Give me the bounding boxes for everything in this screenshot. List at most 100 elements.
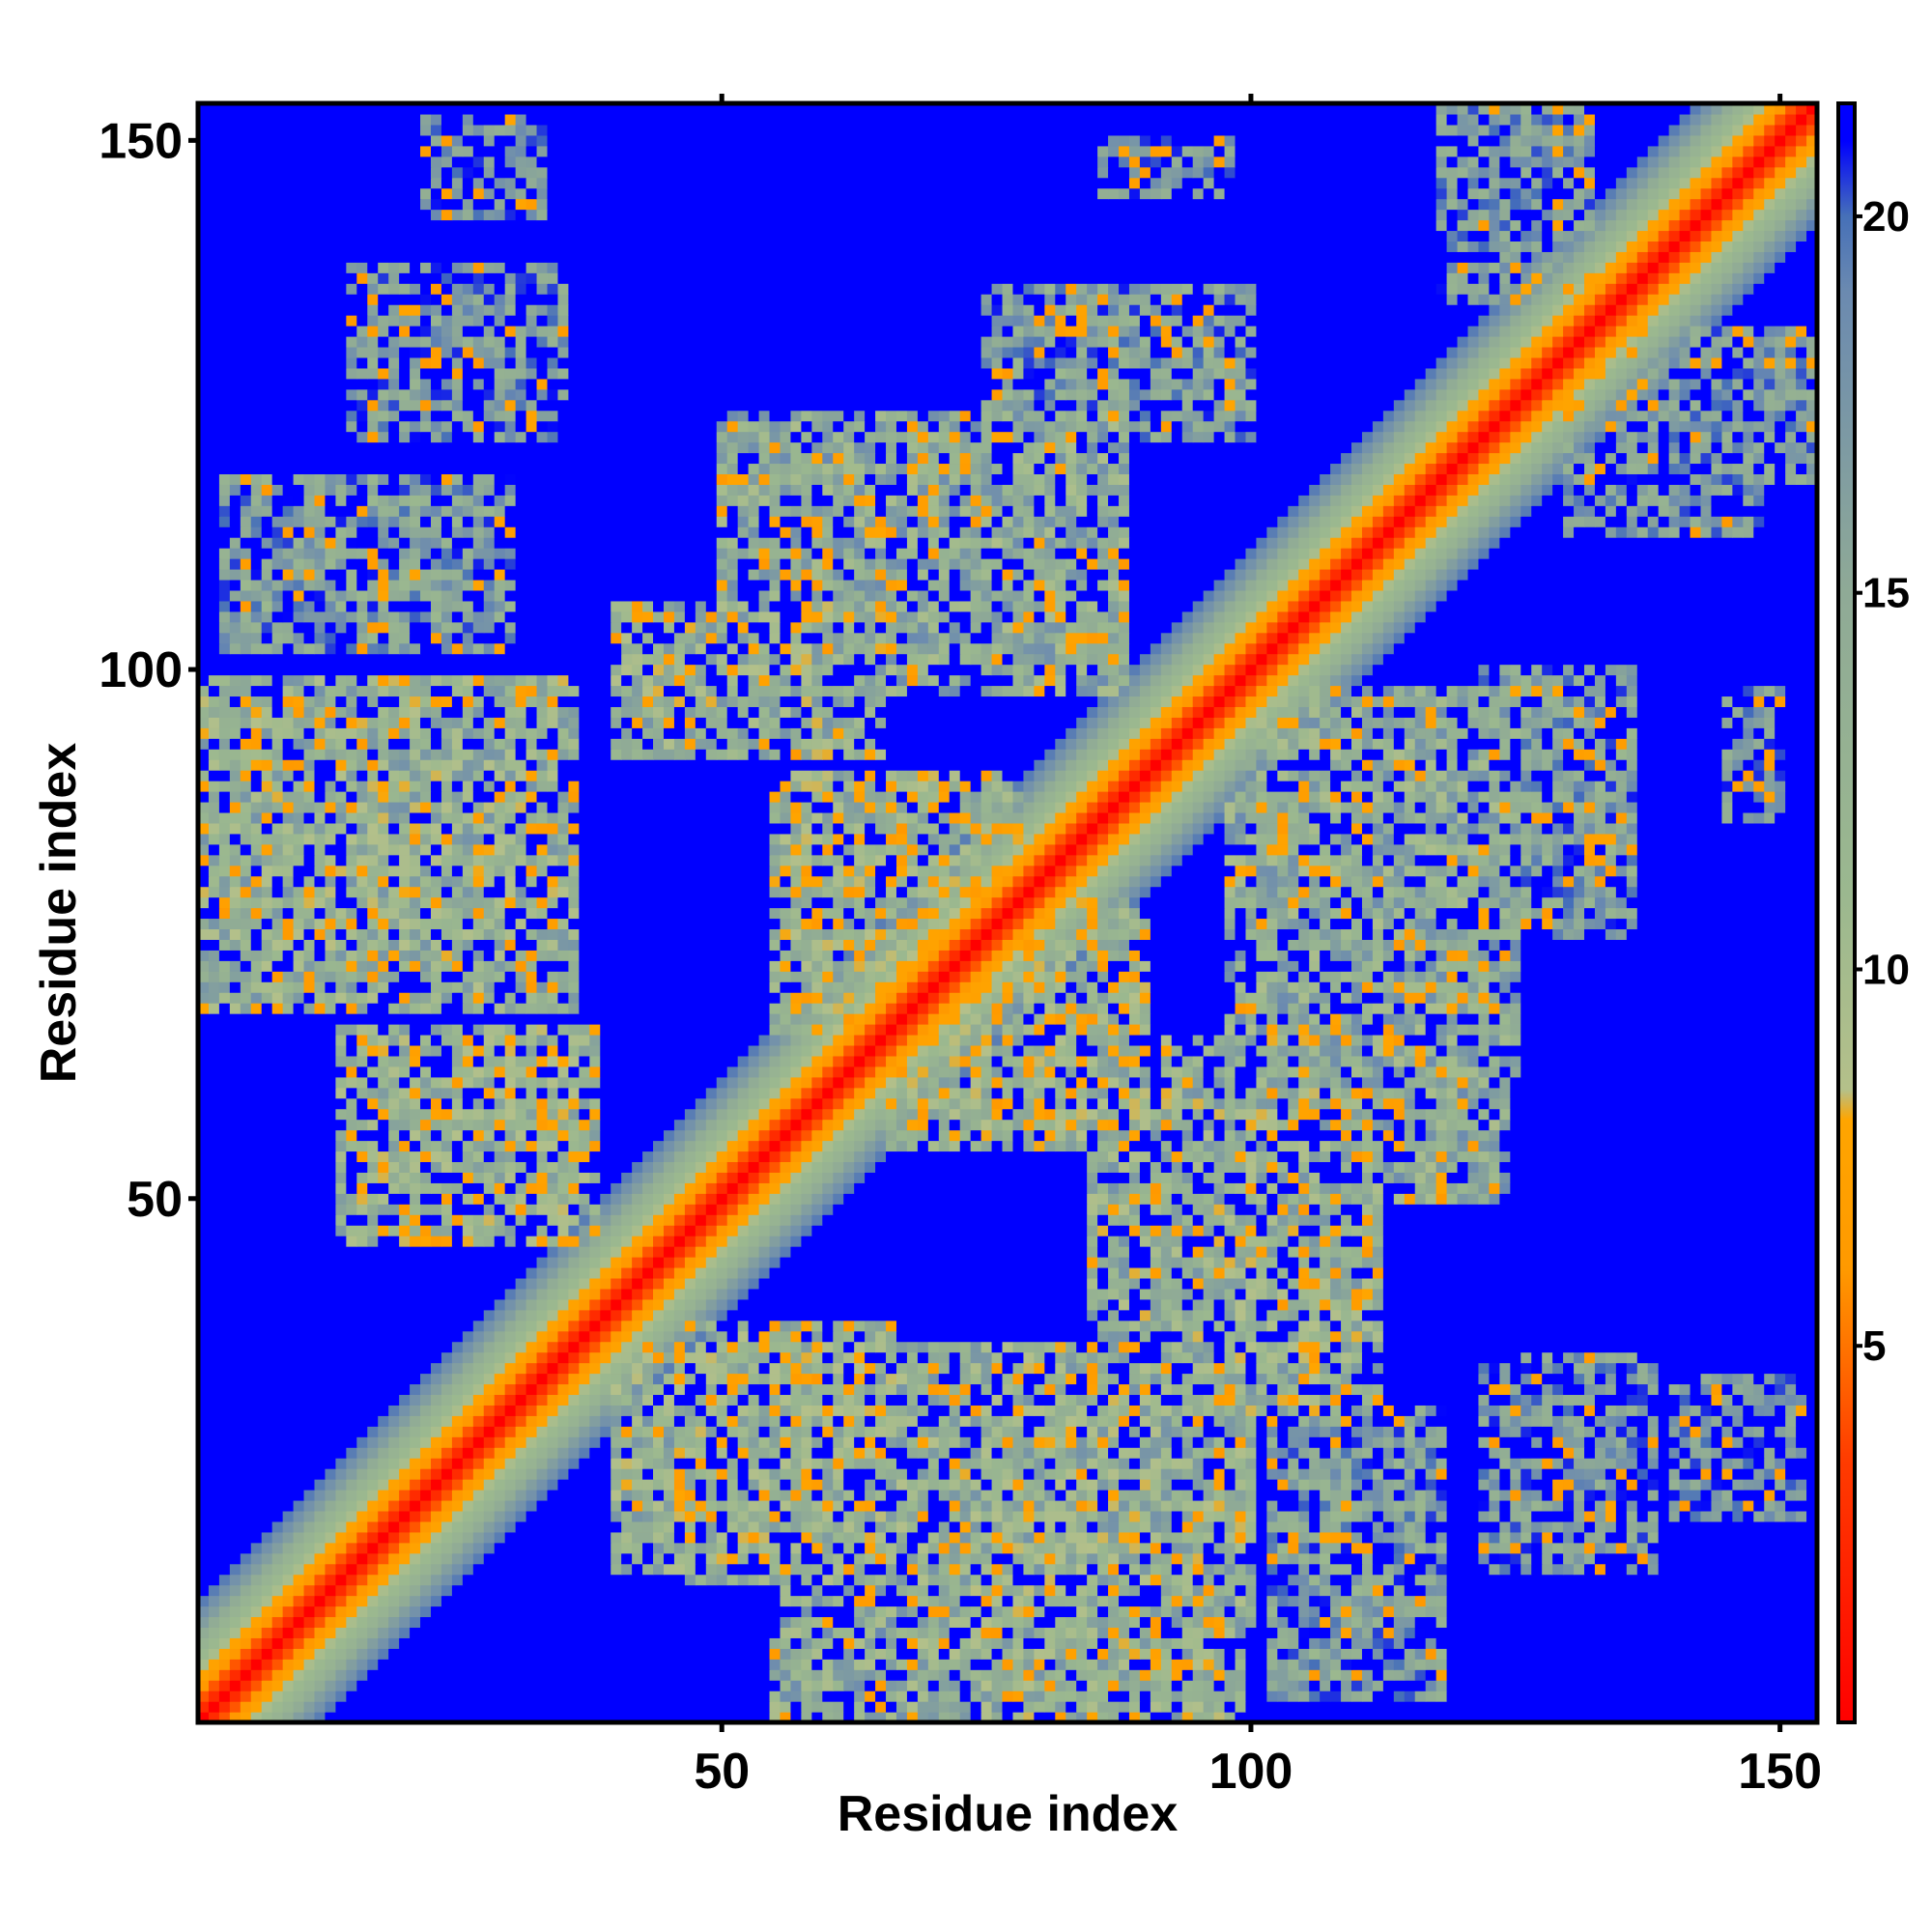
heatmap-cell bbox=[1382, 1383, 1491, 1396]
heatmap-cell bbox=[1213, 1140, 1226, 1152]
heatmap-cell bbox=[1277, 1595, 1289, 1607]
heatmap-cell bbox=[1382, 1659, 1395, 1670]
heatmap-cell bbox=[1499, 1468, 1511, 1480]
heatmap-cell bbox=[1108, 1246, 1120, 1258]
heatmap-cell bbox=[611, 1458, 622, 1469]
heatmap-cell bbox=[906, 1563, 919, 1576]
heatmap-cell bbox=[1160, 1436, 1173, 1448]
heatmap-cell bbox=[991, 1458, 1004, 1469]
heatmap-cell bbox=[1277, 1542, 1289, 1554]
heatmap-cell bbox=[356, 1648, 368, 1660]
heatmap-cell bbox=[1119, 1499, 1130, 1512]
heatmap-cell bbox=[1531, 1510, 1575, 1522]
heatmap-cell bbox=[1128, 1405, 1141, 1416]
heatmap-cell bbox=[1235, 1584, 1247, 1597]
heatmap-cell bbox=[303, 1669, 316, 1681]
heatmap-cells bbox=[198, 103, 1818, 1723]
heatmap-cell bbox=[1224, 1595, 1236, 1607]
heatmap-cell bbox=[790, 1680, 802, 1691]
heatmap-cell bbox=[980, 1499, 993, 1512]
heatmap-cell bbox=[684, 1479, 696, 1491]
heatmap-cell bbox=[673, 1246, 686, 1258]
heatmap-cell bbox=[737, 1415, 750, 1427]
heatmap-cell bbox=[440, 1236, 453, 1247]
heatmap-cell bbox=[1108, 1140, 1120, 1152]
heatmap-cell bbox=[504, 1468, 517, 1480]
heatmap-cell bbox=[346, 1447, 357, 1459]
heatmap-cell bbox=[462, 1140, 474, 1152]
heatmap-cell bbox=[1351, 1531, 1363, 1544]
heatmap-cell bbox=[1382, 1479, 1395, 1491]
heatmap-cell bbox=[1520, 1458, 1532, 1469]
heatmap-cell bbox=[611, 1309, 622, 1321]
heatmap-cell bbox=[198, 1225, 337, 1236]
heatmap-cell bbox=[1139, 1447, 1151, 1459]
heatmap-cell bbox=[1012, 1373, 1025, 1385]
heatmap-cell bbox=[1023, 1669, 1035, 1681]
heatmap-cell bbox=[1636, 1479, 1649, 1491]
heatmap-cell bbox=[1277, 1415, 1299, 1427]
heatmap-cell bbox=[1446, 1531, 1480, 1544]
heatmap-cell bbox=[303, 1595, 316, 1607]
heatmap-cell bbox=[589, 1351, 601, 1364]
heatmap-cell bbox=[1288, 1266, 1299, 1279]
heatmap-cell bbox=[811, 1214, 823, 1226]
heatmap-cell bbox=[1298, 1140, 1310, 1152]
heatmap-cell bbox=[356, 1531, 368, 1544]
heatmap-cell bbox=[1034, 1479, 1045, 1491]
heatmap-cell bbox=[1171, 1236, 1183, 1247]
heatmap-cell bbox=[1351, 1351, 1363, 1364]
heatmap-cell bbox=[1224, 1701, 1236, 1713]
heatmap-cell bbox=[938, 1468, 951, 1480]
heatmap-cell bbox=[1372, 1257, 1384, 1268]
heatmap-cell bbox=[875, 1394, 887, 1406]
heatmap-cell bbox=[980, 1479, 993, 1491]
heatmap-cell bbox=[1213, 1182, 1226, 1194]
heatmap-cell bbox=[1076, 1669, 1088, 1681]
heatmap-cell bbox=[886, 1490, 908, 1501]
heatmap-cell bbox=[833, 1479, 844, 1491]
heatmap-cell bbox=[737, 1468, 750, 1480]
heatmap-cell bbox=[494, 1468, 506, 1480]
heatmap-cell bbox=[780, 1669, 792, 1681]
heatmap-cell bbox=[1351, 1637, 1363, 1649]
heatmap-cell bbox=[1298, 1383, 1331, 1396]
heatmap-cell bbox=[1435, 1436, 1448, 1448]
heatmap-cell bbox=[653, 1172, 665, 1183]
heatmap-cell bbox=[737, 1236, 750, 1247]
heatmap-cell bbox=[906, 1595, 919, 1607]
heatmap-cell bbox=[1425, 1161, 1437, 1173]
heatmap-cell bbox=[1160, 1320, 1173, 1332]
heatmap-cell bbox=[1002, 1627, 1014, 1638]
heatmap-cell bbox=[1615, 1510, 1628, 1522]
heatmap-cell bbox=[1097, 1574, 1109, 1586]
heatmap-cell bbox=[526, 1415, 538, 1427]
heatmap-cell bbox=[1224, 1341, 1236, 1353]
heatmap-cell bbox=[1203, 1458, 1226, 1469]
heatmap-cell bbox=[1203, 1659, 1215, 1670]
heatmap-cell bbox=[293, 1552, 305, 1565]
heatmap-cell bbox=[1288, 1574, 1299, 1586]
heatmap-cell bbox=[991, 1520, 1004, 1533]
heatmap-cell bbox=[1044, 1659, 1056, 1670]
heatmap-cell bbox=[632, 1479, 643, 1491]
heatmap-cell bbox=[1404, 1648, 1416, 1660]
heatmap-cell bbox=[758, 1373, 771, 1385]
heatmap-cell bbox=[1414, 1648, 1427, 1660]
heatmap-cell bbox=[240, 1659, 252, 1670]
heatmap-cell bbox=[1446, 1595, 1818, 1607]
heatmap-cell bbox=[1108, 1531, 1120, 1544]
heatmap-cell bbox=[865, 1394, 876, 1406]
heatmap-cell bbox=[653, 1351, 665, 1364]
heatmap-cell bbox=[1224, 1351, 1236, 1364]
heatmap-cell bbox=[378, 1468, 389, 1480]
heatmap-cell bbox=[1034, 1362, 1045, 1375]
heatmap-cell bbox=[494, 1490, 506, 1501]
heatmap-cell bbox=[1213, 1712, 1226, 1723]
heatmap-cell bbox=[833, 1669, 844, 1681]
heatmap-cell bbox=[865, 1341, 876, 1353]
heatmap-cell bbox=[1076, 1447, 1088, 1459]
heatmap-cell bbox=[303, 1490, 316, 1501]
heatmap-cell bbox=[1266, 1341, 1278, 1353]
heatmap-cell bbox=[314, 1637, 327, 1649]
